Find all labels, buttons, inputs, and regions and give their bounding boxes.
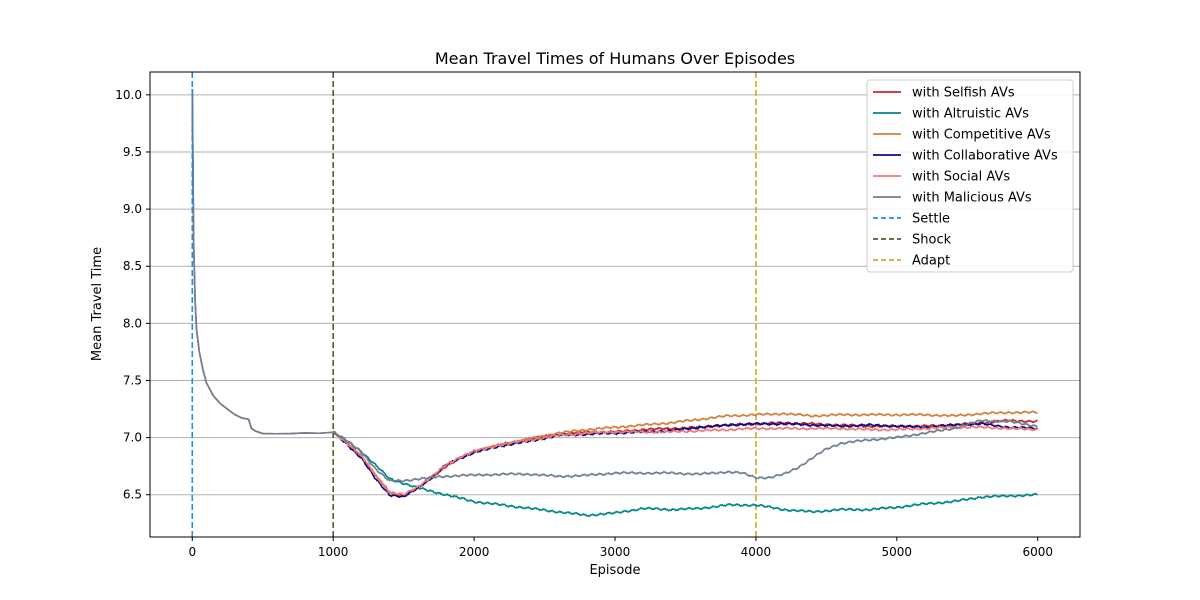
x-tick-label: 3000: [600, 545, 631, 559]
y-tick-label: 10.0: [115, 88, 142, 102]
x-tick-label: 5000: [882, 545, 913, 559]
y-axis: 6.5 7.0 7.5 8.0 8.5 9.0 9.5 10.0: [115, 88, 150, 502]
x-tick-label: 1000: [318, 545, 349, 559]
legend-box: [866, 79, 1074, 273]
x-tick-label: 6000: [1022, 545, 1053, 559]
line-with-altruistic-avs: [333, 431, 1038, 518]
legend-label: with Malicious AVs: [912, 191, 1032, 206]
legend-label: with Competitive AVs: [912, 128, 1051, 143]
line-with-social-avs: [332, 425, 1038, 496]
legend-label: Shock: [912, 233, 952, 248]
x-tick-label: 4000: [741, 545, 772, 559]
initial-spike: [191, 89, 195, 210]
y-tick-label: 8.0: [123, 316, 142, 330]
y-tick-label: 7.5: [123, 373, 142, 387]
y-tick-label: 6.5: [123, 488, 142, 502]
y-tick-label: 8.5: [123, 259, 142, 273]
legend-label: Adapt: [912, 254, 950, 269]
y-tick-label: 7.0: [123, 431, 142, 445]
x-tick-label: 2000: [459, 545, 490, 559]
x-axis: 0 1000 2000 3000 4000 5000 6000: [188, 537, 1053, 559]
x-axis-label: Episode: [589, 563, 640, 578]
legend-label: with Collaborative AVs: [912, 149, 1058, 164]
legend-label: with Altruistic AVs: [912, 107, 1029, 122]
y-axis-label: Mean Travel Time: [90, 247, 105, 361]
line-with-competitive-avs: [332, 410, 1038, 498]
y-tick-label: 9.0: [123, 202, 142, 216]
y-tick-label: 9.5: [123, 145, 142, 159]
line-with-malicious-avs: [332, 419, 1038, 483]
line-shared-prefix: [191, 89, 334, 435]
x-tick-label: 0: [188, 545, 196, 559]
chart-title: Mean Travel Times of Humans Over Episode…: [435, 49, 795, 68]
legend-label: with Social AVs: [912, 170, 1010, 185]
legend: with Selfish AVs with Altruistic AVs with …: [866, 79, 1074, 273]
series-lines: [191, 89, 1038, 518]
legend-label: Settle: [912, 212, 950, 227]
legend-label: with Selfish AVs: [912, 86, 1015, 101]
